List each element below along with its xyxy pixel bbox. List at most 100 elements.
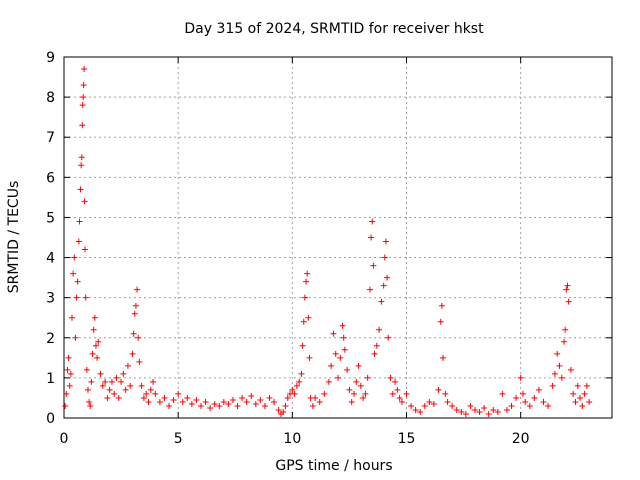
data-point: [348, 398, 355, 405]
data-point: [481, 404, 488, 411]
grid-lines: [64, 57, 612, 418]
data-point: [70, 270, 77, 277]
data-point: [156, 398, 163, 405]
x-axis-label: GPS time / hours: [275, 458, 392, 474]
data-point: [225, 400, 232, 407]
data-point: [82, 246, 89, 253]
data-point: [341, 346, 348, 353]
x-tick-label: 10: [283, 431, 301, 447]
data-point: [574, 382, 581, 389]
data-point: [179, 398, 186, 405]
data-point: [131, 310, 138, 317]
data-point: [266, 394, 273, 401]
data-point: [562, 326, 569, 333]
data-point: [531, 394, 538, 401]
data-point: [545, 402, 552, 409]
data-point: [389, 390, 396, 397]
data-point: [63, 390, 70, 397]
data-point: [132, 302, 139, 309]
data-point: [74, 278, 81, 285]
data-point: [335, 374, 341, 381]
data-point: [570, 390, 577, 397]
data-point: [565, 298, 572, 305]
data-point: [291, 390, 298, 397]
data-point: [382, 238, 389, 245]
data-point: [68, 314, 75, 321]
data-point: [371, 350, 378, 357]
data-point: [188, 400, 195, 407]
y-tick-label: 6: [46, 170, 55, 186]
data-point: [551, 370, 558, 377]
data-point: [437, 318, 444, 325]
data-point: [145, 398, 152, 405]
data-point: [198, 402, 204, 409]
data-point: [517, 374, 524, 381]
data-point: [71, 254, 78, 261]
data-point: [577, 394, 584, 401]
data-point: [494, 408, 501, 415]
data-points: [62, 66, 593, 417]
data-point: [309, 402, 316, 409]
data-point: [138, 382, 145, 389]
data-point: [284, 394, 291, 401]
data-point: [170, 396, 177, 403]
data-point: [378, 298, 385, 305]
data-point: [115, 394, 122, 401]
data-point: [421, 402, 428, 409]
data-point: [99, 382, 106, 389]
x-tick-label: 5: [174, 431, 183, 447]
data-point: [239, 394, 246, 401]
data-point: [88, 378, 95, 385]
x-tick-labels: 0 5 10 15 20: [60, 431, 530, 447]
data-point: [438, 302, 445, 309]
data-point: [106, 386, 113, 393]
data-point: [306, 354, 313, 361]
data-point: [462, 410, 469, 417]
x-tick-label: 0: [60, 431, 69, 447]
data-point: [64, 366, 71, 373]
data-point: [127, 382, 134, 389]
data-point: [275, 406, 282, 413]
data-point: [87, 402, 94, 409]
data-point: [526, 402, 533, 409]
data-point: [350, 390, 357, 397]
data-point: [82, 294, 89, 301]
data-point: [556, 362, 563, 369]
data-point: [216, 402, 223, 409]
data-point: [150, 378, 157, 385]
data-point: [316, 398, 323, 405]
data-point: [293, 382, 300, 389]
y-tick-label: 9: [46, 50, 55, 66]
data-point: [280, 408, 287, 415]
data-point: [472, 406, 478, 413]
data-point: [476, 408, 483, 415]
data-point: [72, 334, 79, 341]
data-point: [449, 402, 456, 409]
data-point: [503, 406, 510, 413]
data-point: [296, 378, 303, 385]
data-point: [111, 390, 118, 397]
data-point: [140, 394, 147, 401]
data-point: [412, 406, 419, 413]
axis-ticks: [63, 56, 612, 419]
y-tick-label: 3: [46, 291, 55, 307]
data-point: [261, 402, 268, 409]
chart-title: Day 315 of 2024, SRMTID for receiver hks…: [184, 21, 484, 37]
data-point: [328, 362, 335, 369]
data-point: [90, 326, 97, 333]
data-point: [340, 334, 347, 341]
data-point: [561, 338, 568, 345]
data-point: [89, 350, 96, 357]
data-point: [86, 398, 93, 405]
data-point: [75, 238, 82, 245]
data-point: [362, 390, 369, 397]
data-point: [490, 406, 497, 413]
data-point: [572, 398, 579, 405]
data-point: [143, 390, 150, 397]
data-point: [522, 398, 529, 405]
data-point: [91, 314, 98, 321]
data-point: [298, 370, 305, 377]
data-point: [79, 122, 86, 129]
data-point: [304, 270, 311, 277]
data-point: [84, 386, 91, 393]
